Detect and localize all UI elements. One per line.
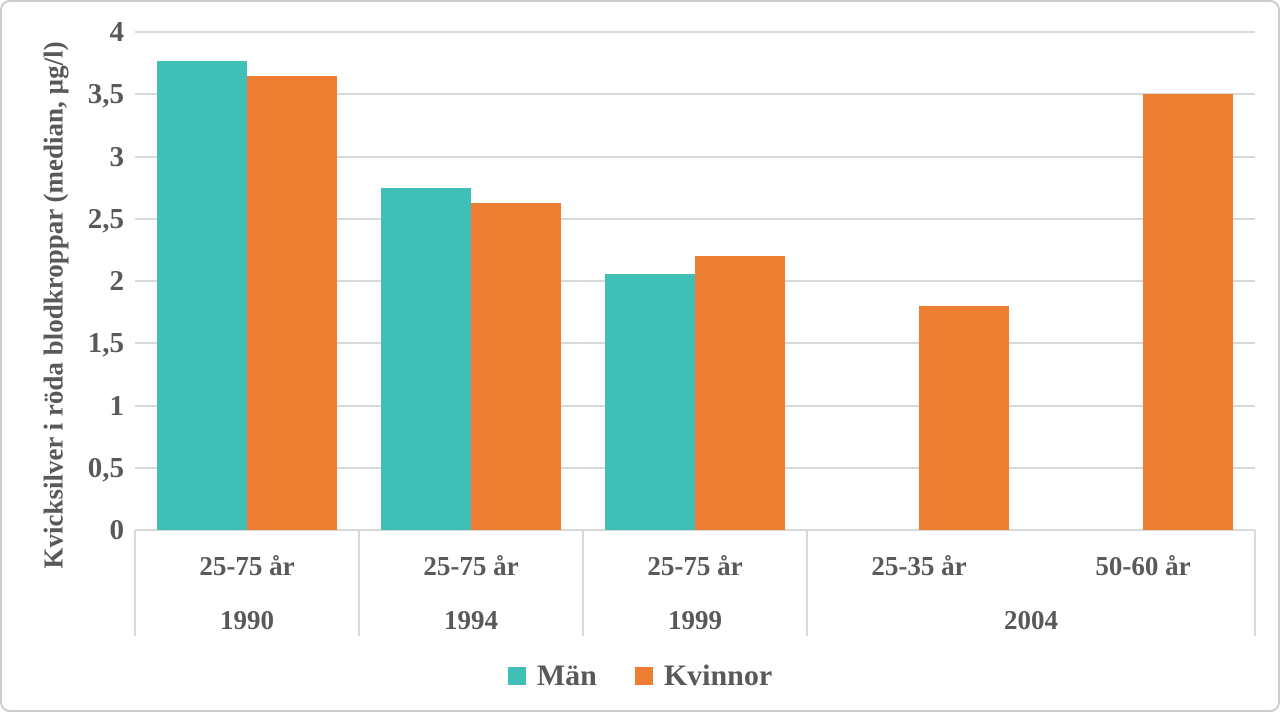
legend-label: Män — [536, 659, 597, 692]
category-label-year: 2004 — [1004, 605, 1058, 635]
category-separator — [1254, 530, 1256, 636]
bar-män-1 — [381, 187, 471, 530]
bar-kvinnor-1 — [471, 202, 561, 530]
legend-item-kvinnor: Kvinnor — [634, 659, 773, 692]
gridline — [135, 31, 1255, 33]
bar-män-2 — [605, 273, 695, 530]
y-tick-label: 4 — [109, 16, 125, 48]
category-label-age: 25-35 år — [871, 551, 967, 581]
y-tick-label: 1,5 — [87, 327, 124, 360]
category-separator — [134, 530, 136, 636]
bar-kvinnor-3 — [919, 305, 1009, 530]
y-tick-label: 3 — [109, 140, 125, 173]
y-tick-label: 2,5 — [87, 202, 124, 235]
y-axis-title: Kvicksilver i röda blodkroppar (median, … — [38, 41, 69, 569]
bar-män-0 — [157, 60, 247, 530]
category-label-year: 1994 — [444, 605, 498, 635]
gridline — [135, 155, 1255, 158]
bar-kvinnor-2 — [695, 256, 785, 530]
category-label-year: 1990 — [220, 605, 274, 635]
category-separator — [806, 530, 808, 636]
gridline — [135, 93, 1255, 96]
legend-item-män: Män — [507, 659, 597, 692]
y-tick-label: 3,5 — [87, 78, 124, 111]
category-separator — [582, 530, 584, 636]
y-tick-label: 2 — [109, 265, 125, 297]
category-label-age: 25-75 år — [647, 551, 743, 581]
y-tick-label: 0,5 — [87, 451, 124, 484]
category-label-age: 50-60 år — [1095, 551, 1191, 581]
category-label-age: 25-75 år — [423, 551, 519, 581]
category-separator — [358, 530, 360, 636]
x-axis-line — [135, 529, 1255, 531]
category-label-year: 1999 — [668, 605, 722, 635]
category-label-age: 25-75 år — [199, 551, 295, 581]
y-tick-label: 0 — [109, 514, 125, 546]
bar-kvinnor-0 — [247, 75, 337, 530]
y-tick-label: 1 — [109, 389, 125, 422]
legend-swatch-icon — [634, 667, 653, 685]
legend-swatch-icon — [507, 667, 526, 685]
legend-label: Kvinnor — [663, 659, 773, 692]
legend: Män Kvinnor — [2, 656, 1278, 696]
gridline — [135, 217, 1255, 220]
bar-kvinnor-4 — [1143, 94, 1233, 530]
